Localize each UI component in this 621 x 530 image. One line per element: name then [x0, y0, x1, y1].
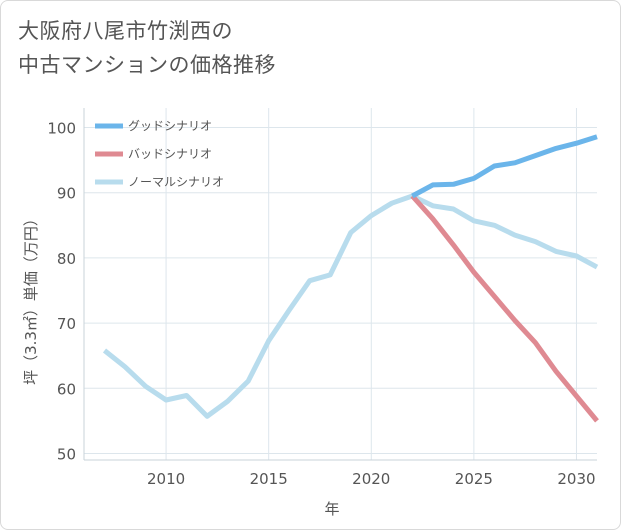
chart-title: 大阪府八尾市竹渕西の 中古マンションの価格推移: [18, 14, 276, 82]
x-tick-label: 2010: [147, 470, 185, 488]
y-tick-label: 60: [57, 380, 76, 398]
x-tick-label: 2030: [557, 470, 595, 488]
series-line-1: [411, 134, 598, 199]
series-line-3: [102, 193, 599, 419]
y-tick-label: 100: [47, 120, 76, 138]
x-tick-label: 2015: [250, 470, 288, 488]
y-tick-label: 90: [57, 185, 76, 203]
series-lines: [102, 134, 599, 423]
legend-label: グッドシナリオ: [128, 119, 212, 133]
x-tick-label: 2020: [352, 470, 390, 488]
y-tick-label: 70: [57, 315, 76, 333]
x-axis-label: 年: [324, 500, 339, 518]
chart-title-line-1: 大阪府八尾市竹渕西の: [18, 19, 233, 43]
chart-title-line-2: 中古マンションの価格推移: [18, 53, 276, 77]
y-tick-label: 80: [57, 250, 76, 268]
y-tick-label: 50: [57, 445, 76, 463]
y-axis-label: 坪（3.3㎡）単価（万円）: [22, 211, 40, 385]
legend-label: バッドシナリオ: [128, 147, 212, 161]
legend-label: ノーマルシナリオ: [128, 175, 224, 189]
series-line-2: [410, 194, 599, 423]
axes: 50 60 70 80 90 100 2010 2015 2020 2025 2030: [47, 108, 597, 488]
x-tick-label: 2025: [455, 470, 493, 488]
